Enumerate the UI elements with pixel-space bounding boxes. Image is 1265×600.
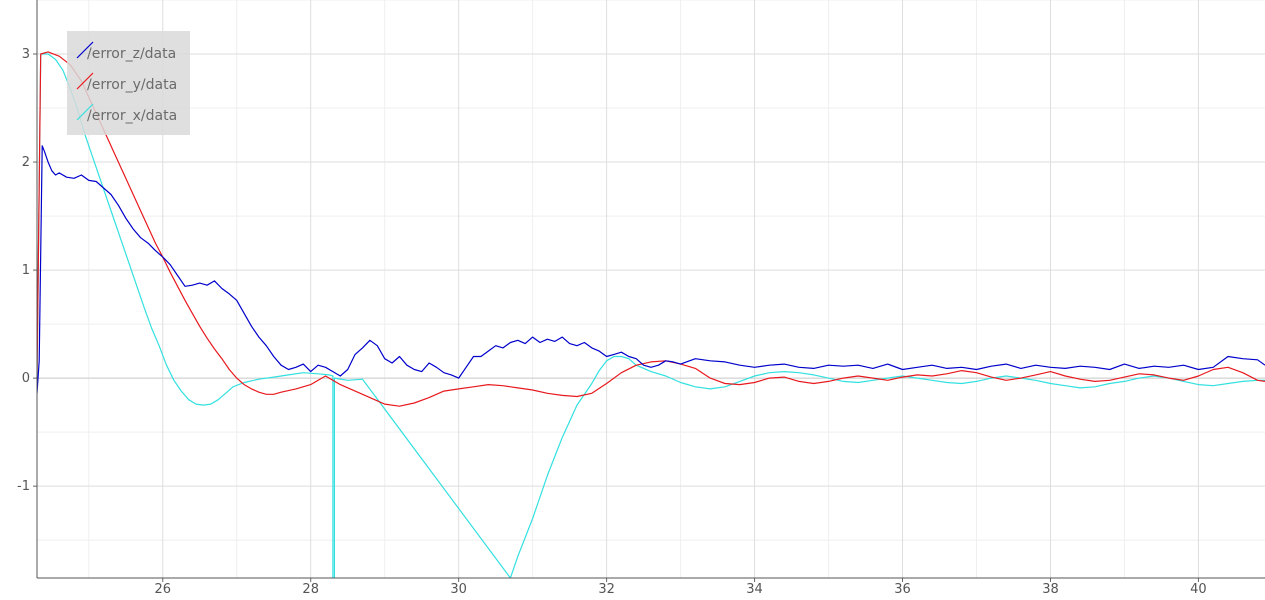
y-tick-label: 0 [22, 371, 30, 386]
grid-lines [37, 0, 1265, 578]
x-tick-label: 38 [1042, 582, 1059, 597]
y-tick-label: -1 [17, 479, 30, 494]
x-tick-label: 40 [1190, 582, 1207, 597]
y-tick-label: 1 [22, 263, 30, 278]
x-tick-label: 30 [450, 582, 467, 597]
legend-swatch [76, 41, 94, 59]
x-tick-label: 26 [154, 582, 171, 597]
legend-swatch [76, 103, 94, 121]
series-line-error-z-data [37, 145, 1265, 394]
series-line-error-y-data [37, 51, 1265, 407]
series-line-error-x-data [37, 53, 1265, 578]
y-tick-label: 2 [22, 155, 30, 170]
y-tick-label: 3 [22, 47, 30, 62]
legend-label: /error_x/data [87, 108, 177, 124]
x-tick-label: 28 [302, 582, 319, 597]
series-layer [37, 51, 1265, 578]
axes: 26 28 30 32 34 36 38 40 -1 0 1 2 3 [17, 0, 1265, 597]
x-tick-label: 36 [894, 582, 911, 597]
legend-swatch [76, 72, 94, 90]
x-tick-label: 32 [598, 582, 615, 597]
x-tick-label: 34 [746, 582, 763, 597]
legend-label: /error_z/data [87, 46, 176, 62]
legend-label: /error_y/data [87, 77, 177, 93]
legend: /error_z/data/error_y/data/error_x/data [67, 31, 190, 135]
